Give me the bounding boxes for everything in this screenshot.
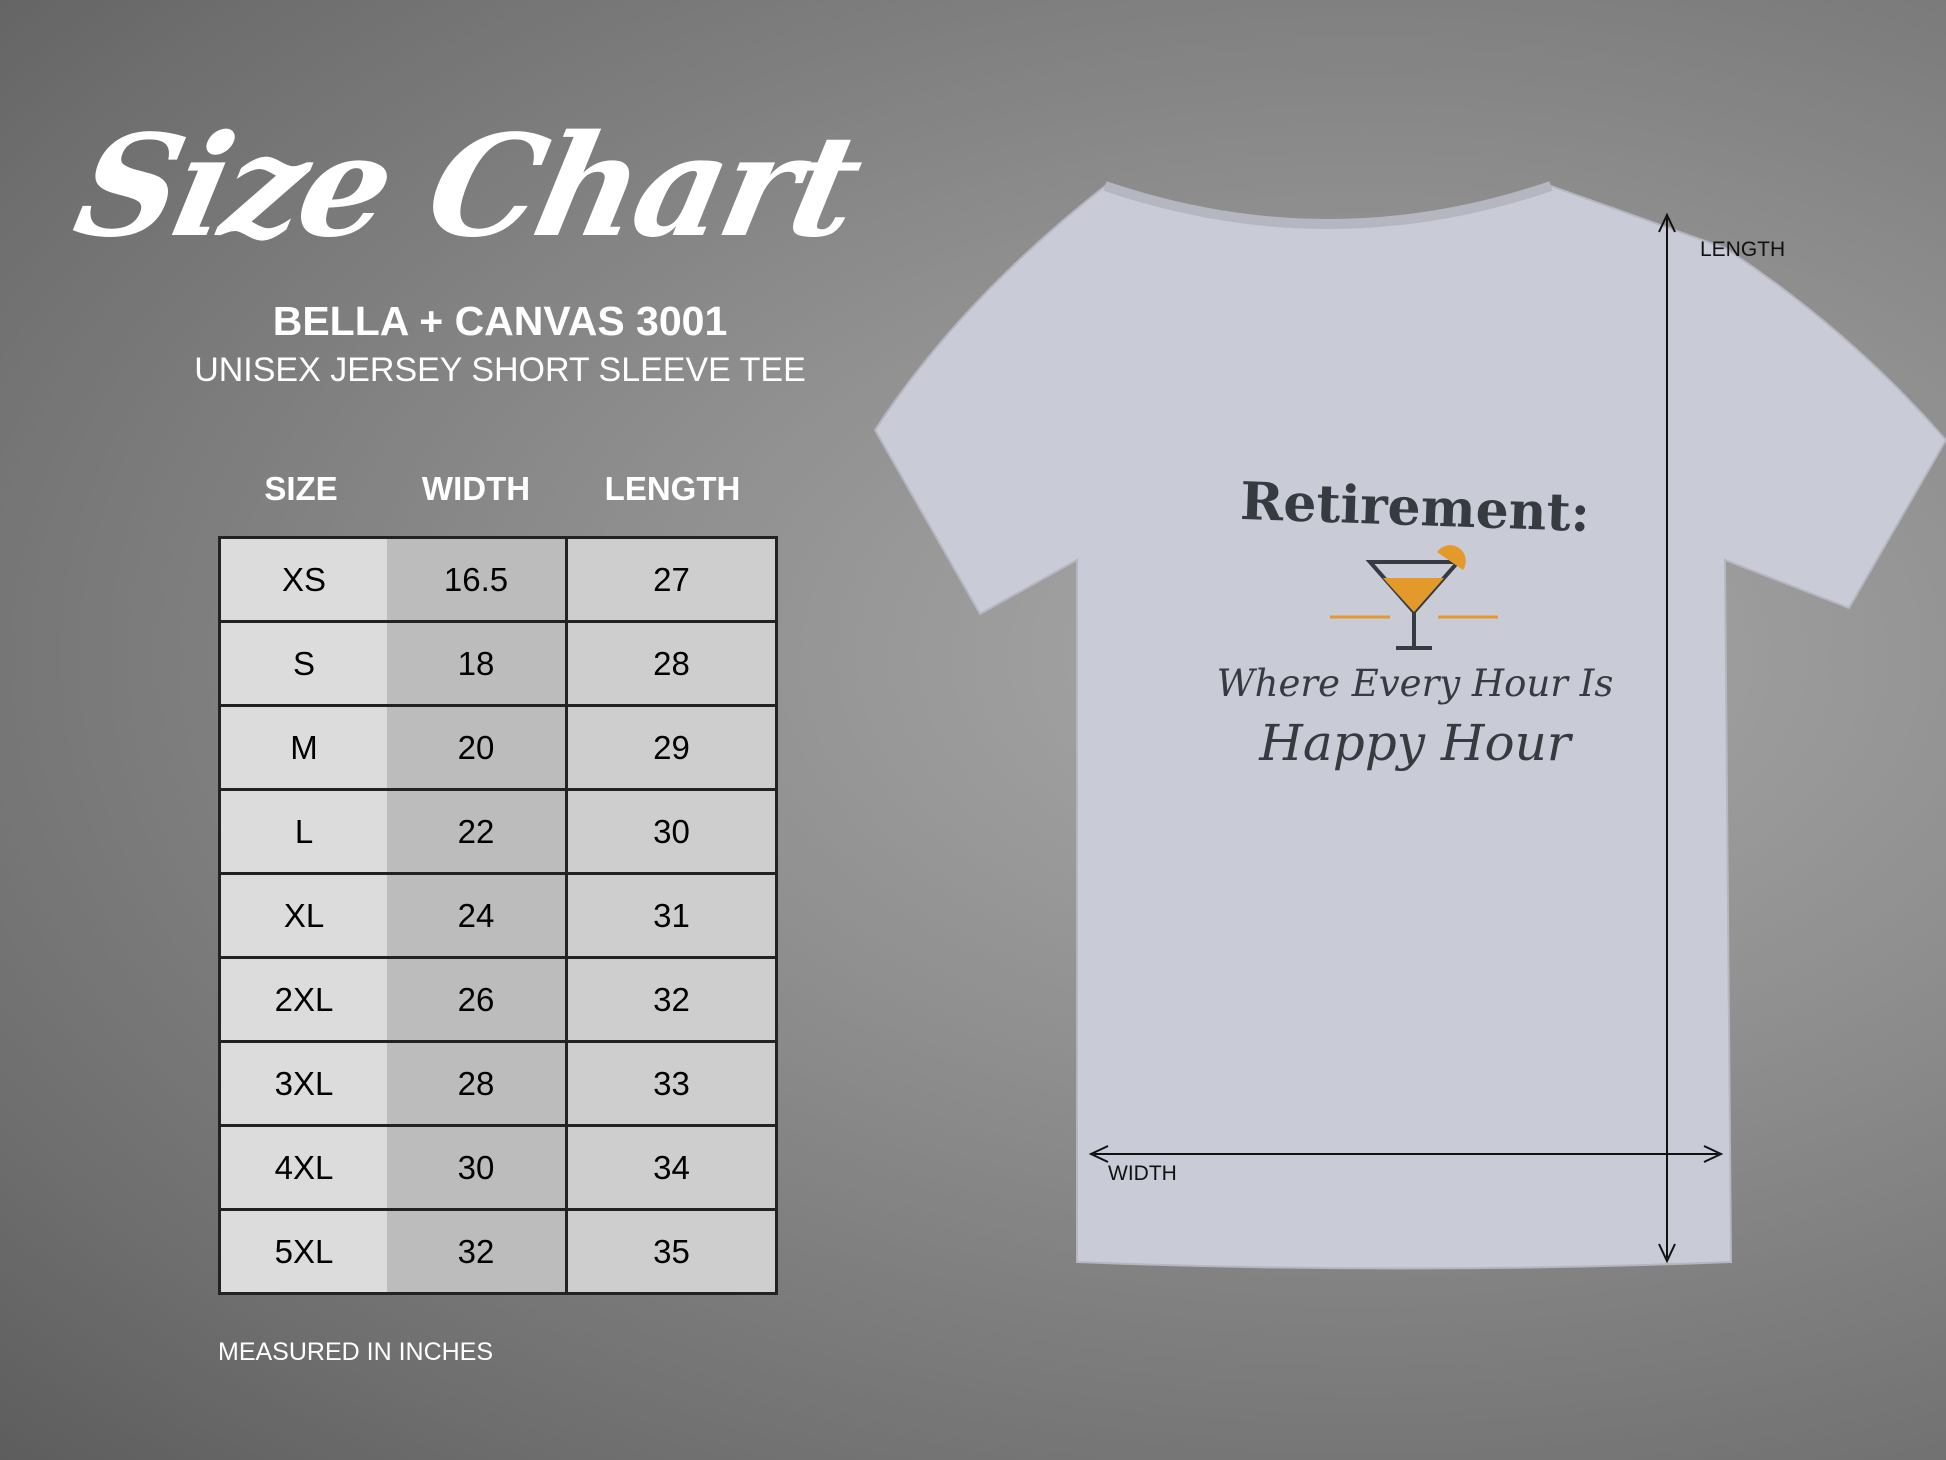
width-cell: 26: [387, 956, 568, 1043]
tshirt-collar: [1103, 181, 1553, 229]
length-cell: 27: [565, 536, 778, 623]
table-row: XS 16.5 27: [218, 536, 778, 623]
design-tagline: Where Every Hour Is: [1216, 662, 1614, 705]
length-cell: 35: [565, 1208, 778, 1295]
table-row: 4XL 30 34: [218, 1124, 778, 1211]
length-label: LENGTH: [1700, 238, 1786, 261]
table-row: M 20 29: [218, 704, 778, 791]
size-cell: 2XL: [218, 956, 387, 1043]
product-name: UNISEX JERSEY SHORT SLEEVE TEE: [194, 351, 806, 389]
header-size: SIZE: [264, 470, 338, 507]
length-arrow-head-top: [1658, 212, 1676, 233]
table-row: XL 24 31: [218, 872, 778, 959]
size-cell: S: [218, 620, 387, 707]
table-row: 3XL 28 33: [218, 1040, 778, 1127]
header-width: WIDTH: [421, 470, 531, 507]
units-note: MEASURED IN INCHES: [218, 1338, 494, 1366]
length-cell: 33: [565, 1040, 778, 1127]
width-cell: 24: [387, 872, 568, 959]
table-row: 2XL 26 32: [218, 956, 778, 1043]
size-cell: M: [218, 704, 387, 791]
width-cell: 30: [387, 1124, 568, 1211]
length-cell: 34: [565, 1124, 778, 1211]
size-cell: 3XL: [218, 1040, 387, 1127]
width-cell: 32: [387, 1208, 568, 1295]
size-cell: L: [218, 788, 387, 875]
size-cell: XL: [218, 872, 387, 959]
table-row: S 18 28: [218, 620, 778, 707]
width-cell: 20: [387, 704, 568, 791]
width-cell: 22: [387, 788, 568, 875]
length-cell: 30: [565, 788, 778, 875]
length-cell: 32: [565, 956, 778, 1043]
size-table: XS 16.5 27 S 18 28 M 20 29 L 22 30 XL 24 31 2XL 26 32 3XL 2…: [218, 536, 778, 1295]
design-tagline-2: Happy Hour: [1259, 714, 1571, 772]
width-cell: 16.5: [387, 536, 568, 623]
width-arrow-head-right: [1703, 1145, 1724, 1163]
size-cell: 4XL: [218, 1124, 387, 1211]
width-cell: 28: [387, 1040, 568, 1127]
width-label: WIDTH: [1108, 1162, 1177, 1185]
martini-glass-icon: [1330, 545, 1498, 650]
table-row: L 22 30: [218, 788, 778, 875]
length-cell: 29: [565, 704, 778, 791]
width-cell: 18: [387, 620, 568, 707]
brand-model: BELLA + CANVAS 3001: [272, 298, 728, 344]
size-cell: 5XL: [218, 1208, 387, 1295]
header-length: LENGTH: [604, 470, 741, 507]
table-row: 5XL 32 35: [218, 1208, 778, 1295]
width-arrow-head-left: [1088, 1145, 1109, 1163]
length-arrow-head-bottom: [1658, 1243, 1676, 1264]
size-cell: XS: [218, 536, 387, 623]
length-cell: 31: [565, 872, 778, 959]
length-cell: 28: [565, 620, 778, 707]
